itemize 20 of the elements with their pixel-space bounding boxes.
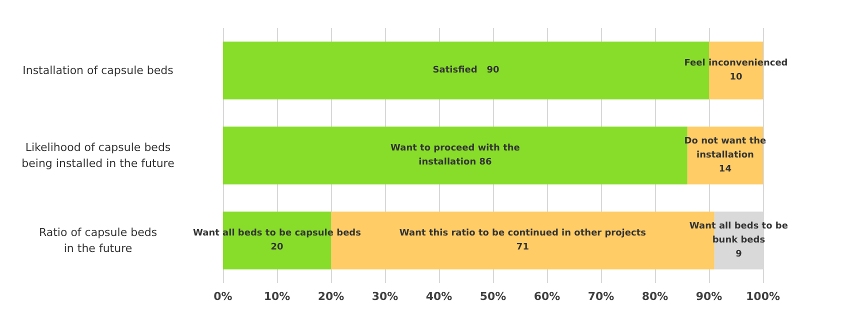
x-tick-label: 20% <box>318 290 344 303</box>
x-tick-label: 80% <box>642 290 668 303</box>
y-tick-label: Installation of capsule beds <box>22 64 174 77</box>
x-tick-label: 0% <box>214 290 232 303</box>
x-tick-label: 40% <box>426 290 452 303</box>
x-tick-label: 90% <box>696 290 722 303</box>
bar <box>223 42 709 100</box>
x-tick-label: 100% <box>746 290 780 303</box>
y-tick-label: Likelihood of capsule beds being installed in the future <box>22 141 175 170</box>
x-tick-label: 50% <box>480 290 506 303</box>
data-label: Satisfied 90 <box>432 66 500 76</box>
x-tick-label: 10% <box>264 290 290 303</box>
bar <box>331 212 714 270</box>
data-label: Want to proceed with the installation 86 <box>390 144 520 168</box>
x-tick-label: 60% <box>534 290 560 303</box>
bar <box>223 212 331 270</box>
data-label: Want this ratio to be continued in other projects 71 <box>399 228 646 252</box>
y-tick-label: Ratio of capsule beds in the future <box>38 226 158 255</box>
x-tick-label: 70% <box>588 290 614 303</box>
x-tick-label: 30% <box>372 290 398 303</box>
